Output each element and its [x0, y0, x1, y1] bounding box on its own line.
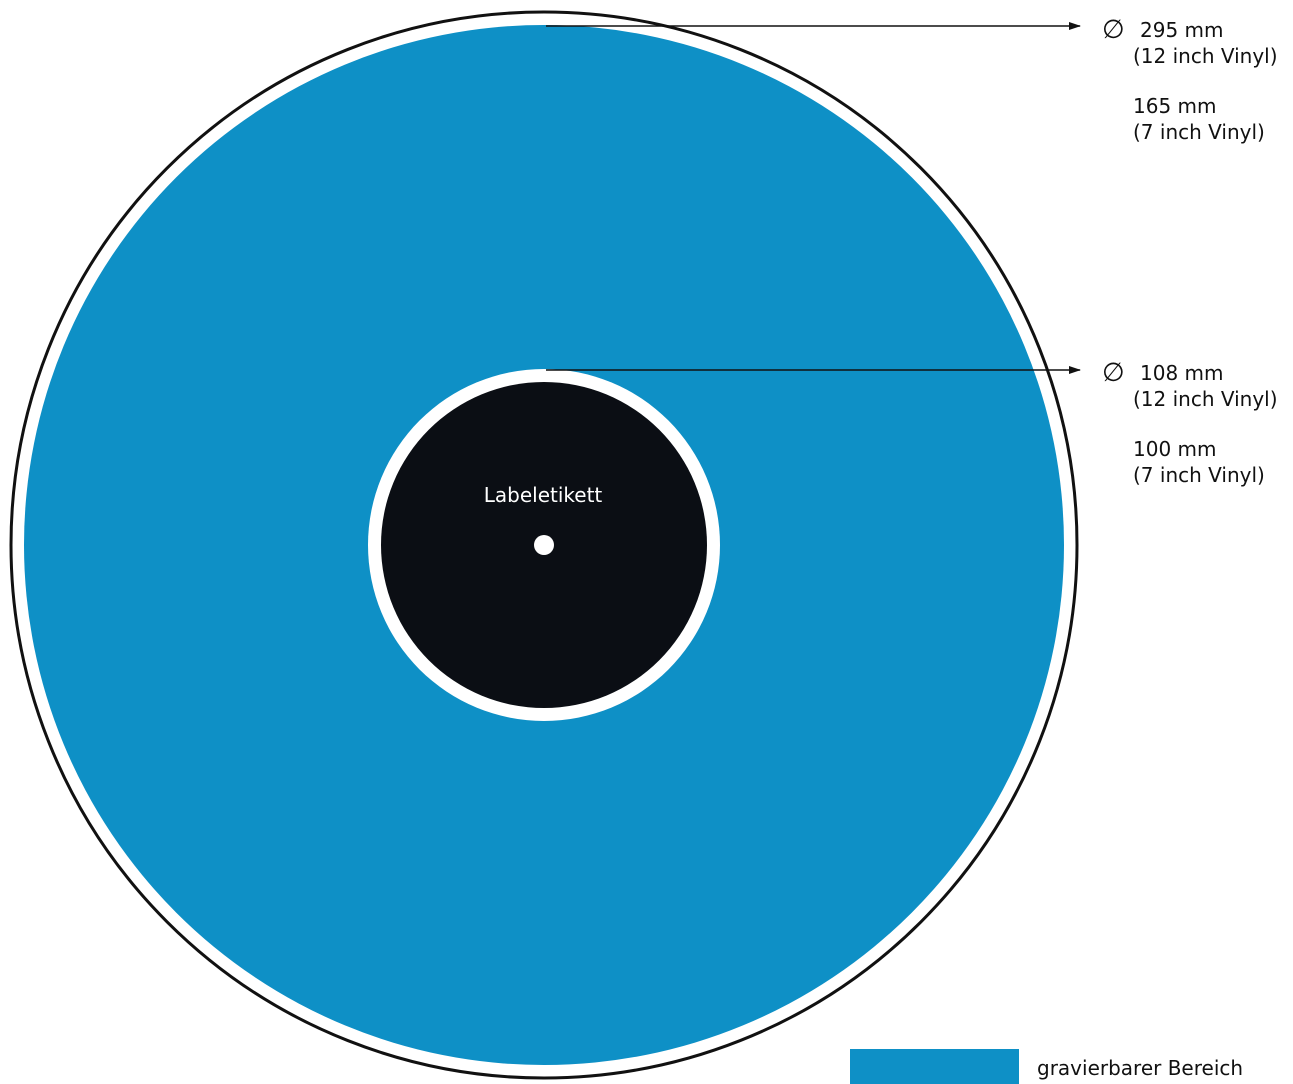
legend-label: gravierbarer Bereich: [1037, 1056, 1243, 1080]
inner-diameter-12-value: 108 mm: [1140, 361, 1224, 385]
inner-diameter-12-note: (12 inch Vinyl): [1133, 387, 1278, 411]
label-title: Labeletikett: [484, 483, 603, 507]
outer-diameter-12-note: (12 inch Vinyl): [1133, 44, 1278, 68]
outer-diameter-12-value: 295 mm: [1140, 18, 1224, 42]
inner-diameter-7-note: (7 inch Vinyl): [1133, 463, 1265, 487]
outer-diameter-icon: ∅: [1102, 15, 1125, 45]
inner-diameter-icon: ∅: [1102, 358, 1125, 388]
legend-swatch: [850, 1049, 1019, 1084]
outer-diameter-7-value: 165 mm: [1133, 94, 1217, 118]
inner-diameter-7-value: 100 mm: [1133, 437, 1217, 461]
outer-diameter-7-note: (7 inch Vinyl): [1133, 120, 1265, 144]
center-hole: [534, 535, 554, 555]
